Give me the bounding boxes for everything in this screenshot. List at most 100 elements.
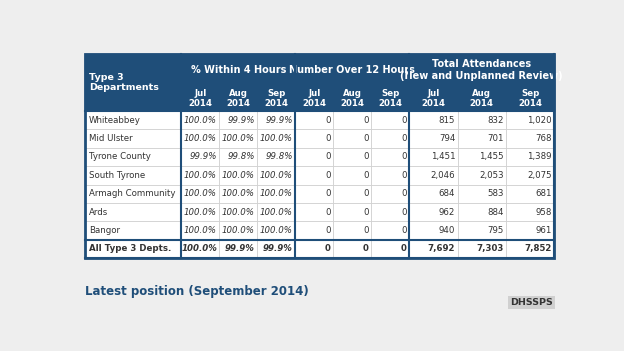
Text: 0: 0 bbox=[363, 189, 369, 198]
Text: 100.0%: 100.0% bbox=[184, 208, 217, 217]
Bar bbox=[371, 166, 409, 185]
Bar bbox=[220, 185, 257, 203]
Bar bbox=[457, 148, 506, 166]
Text: 99.9%: 99.9% bbox=[263, 244, 293, 253]
Bar bbox=[220, 203, 257, 221]
Text: 0: 0 bbox=[325, 189, 331, 198]
Bar bbox=[457, 240, 506, 258]
Text: 100.0%: 100.0% bbox=[260, 208, 293, 217]
Text: Armagh Community: Armagh Community bbox=[89, 189, 175, 198]
Bar bbox=[409, 111, 457, 130]
Text: 100.0%: 100.0% bbox=[184, 171, 217, 180]
Bar bbox=[371, 203, 409, 221]
Text: 99.8%: 99.8% bbox=[228, 152, 255, 161]
Bar bbox=[257, 203, 295, 221]
Text: 0: 0 bbox=[363, 226, 369, 235]
Bar bbox=[457, 130, 506, 148]
Bar bbox=[333, 221, 371, 240]
Bar bbox=[333, 130, 371, 148]
Bar bbox=[295, 130, 333, 148]
Text: 0: 0 bbox=[363, 116, 369, 125]
Bar bbox=[257, 111, 295, 130]
Bar bbox=[506, 85, 554, 111]
Text: 0: 0 bbox=[325, 134, 331, 143]
Bar bbox=[257, 221, 295, 240]
Bar bbox=[506, 130, 554, 148]
Text: Mid Ulster: Mid Ulster bbox=[89, 134, 132, 143]
Text: 1,455: 1,455 bbox=[479, 152, 504, 161]
Text: Aug
2014: Aug 2014 bbox=[340, 88, 364, 108]
Text: Jul
2014: Jul 2014 bbox=[188, 88, 212, 108]
Text: 100.0%: 100.0% bbox=[181, 244, 217, 253]
Text: 7,852: 7,852 bbox=[525, 244, 552, 253]
Text: 0: 0 bbox=[325, 226, 331, 235]
Text: 100.0%: 100.0% bbox=[184, 116, 217, 125]
Bar bbox=[295, 185, 333, 203]
Text: 0: 0 bbox=[363, 134, 369, 143]
Bar bbox=[295, 166, 333, 185]
Text: 100.0%: 100.0% bbox=[260, 171, 293, 180]
Text: 1,389: 1,389 bbox=[527, 152, 552, 161]
Text: Aug
2014: Aug 2014 bbox=[470, 88, 494, 108]
Text: 795: 795 bbox=[487, 226, 504, 235]
Bar bbox=[409, 130, 457, 148]
Bar bbox=[506, 221, 554, 240]
Text: 7,303: 7,303 bbox=[476, 244, 504, 253]
Bar bbox=[85, 130, 182, 148]
Text: Aug
2014: Aug 2014 bbox=[227, 88, 250, 108]
Text: Jul
2014: Jul 2014 bbox=[421, 88, 446, 108]
Bar bbox=[371, 130, 409, 148]
Bar bbox=[506, 148, 554, 166]
Text: 684: 684 bbox=[439, 189, 455, 198]
Bar bbox=[85, 185, 182, 203]
Text: 940: 940 bbox=[439, 226, 455, 235]
Bar bbox=[371, 148, 409, 166]
Text: Number Over 12 Hours: Number Over 12 Hours bbox=[290, 65, 415, 75]
Bar bbox=[409, 185, 457, 203]
Bar bbox=[85, 148, 182, 166]
Text: 0: 0 bbox=[401, 171, 407, 180]
Bar bbox=[220, 240, 257, 258]
Bar bbox=[257, 148, 295, 166]
Bar bbox=[182, 130, 220, 148]
Text: 832: 832 bbox=[487, 116, 504, 125]
Bar bbox=[295, 203, 333, 221]
Text: 1,451: 1,451 bbox=[431, 152, 455, 161]
Text: 0: 0 bbox=[325, 116, 331, 125]
Bar bbox=[333, 85, 371, 111]
Bar bbox=[333, 185, 371, 203]
Text: 583: 583 bbox=[487, 189, 504, 198]
Text: 0: 0 bbox=[401, 152, 407, 161]
Text: 0: 0 bbox=[401, 208, 407, 217]
Bar bbox=[457, 166, 506, 185]
Bar bbox=[295, 85, 333, 111]
Bar bbox=[457, 203, 506, 221]
Text: All Type 3 Depts.: All Type 3 Depts. bbox=[89, 244, 171, 253]
Text: Sep
2014: Sep 2014 bbox=[378, 88, 402, 108]
Text: Jul
2014: Jul 2014 bbox=[303, 88, 326, 108]
Bar bbox=[457, 185, 506, 203]
Text: South Tyrone: South Tyrone bbox=[89, 171, 145, 180]
Bar bbox=[333, 148, 371, 166]
Bar bbox=[506, 166, 554, 185]
Bar bbox=[182, 148, 220, 166]
Bar bbox=[257, 166, 295, 185]
Bar bbox=[295, 148, 333, 166]
Bar bbox=[85, 166, 182, 185]
Text: 0: 0 bbox=[401, 244, 407, 253]
Text: 815: 815 bbox=[439, 116, 455, 125]
Text: Tyrone County: Tyrone County bbox=[89, 152, 150, 161]
Bar bbox=[182, 166, 220, 185]
Bar bbox=[457, 221, 506, 240]
Bar bbox=[85, 111, 182, 130]
Bar bbox=[257, 185, 295, 203]
Bar bbox=[409, 203, 457, 221]
Text: 0: 0 bbox=[363, 208, 369, 217]
Text: 100.0%: 100.0% bbox=[222, 134, 255, 143]
Bar bbox=[295, 240, 333, 258]
Text: Type 3
Departments: Type 3 Departments bbox=[89, 73, 158, 92]
Bar bbox=[409, 148, 457, 166]
Bar bbox=[220, 148, 257, 166]
Text: 0: 0 bbox=[401, 116, 407, 125]
Bar bbox=[182, 203, 220, 221]
